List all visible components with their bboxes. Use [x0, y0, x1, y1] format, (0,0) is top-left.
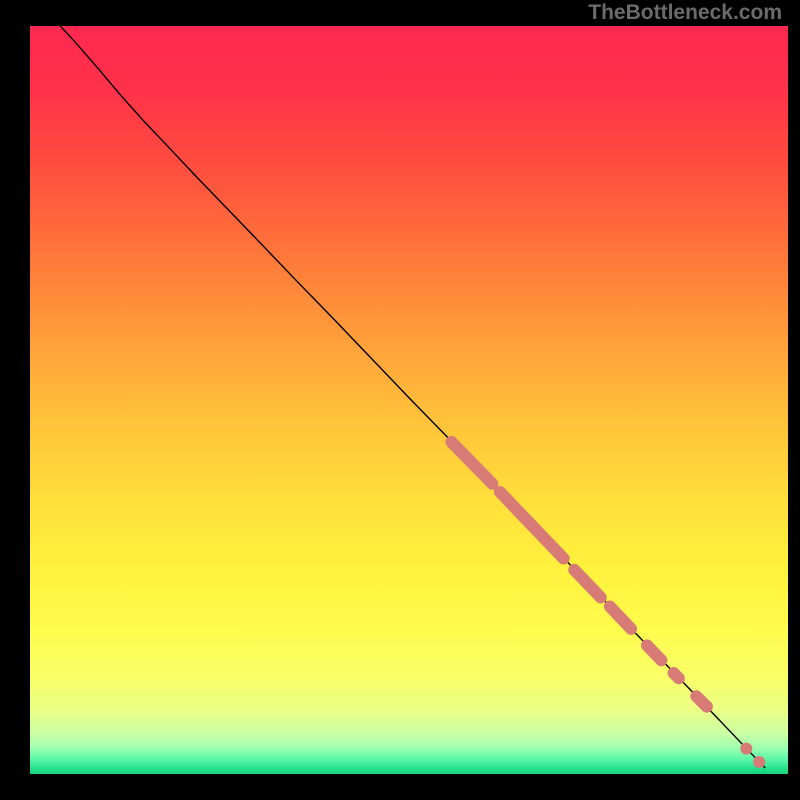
scatter-dot [753, 756, 765, 768]
highlight-segment [696, 696, 707, 706]
plot-area [30, 26, 788, 774]
highlight-segment [610, 606, 631, 628]
highlight-segment [500, 492, 564, 559]
attribution-text: TheBottleneck.com [588, 1, 782, 25]
chart-stage: TheBottleneck.com [0, 0, 800, 800]
highlight-segment [574, 570, 601, 598]
highlight-segment [674, 673, 679, 678]
highlight-segment [647, 645, 661, 660]
highlight-segment [451, 442, 492, 484]
scatter-dot [740, 743, 752, 755]
chart-overlay [30, 26, 788, 774]
